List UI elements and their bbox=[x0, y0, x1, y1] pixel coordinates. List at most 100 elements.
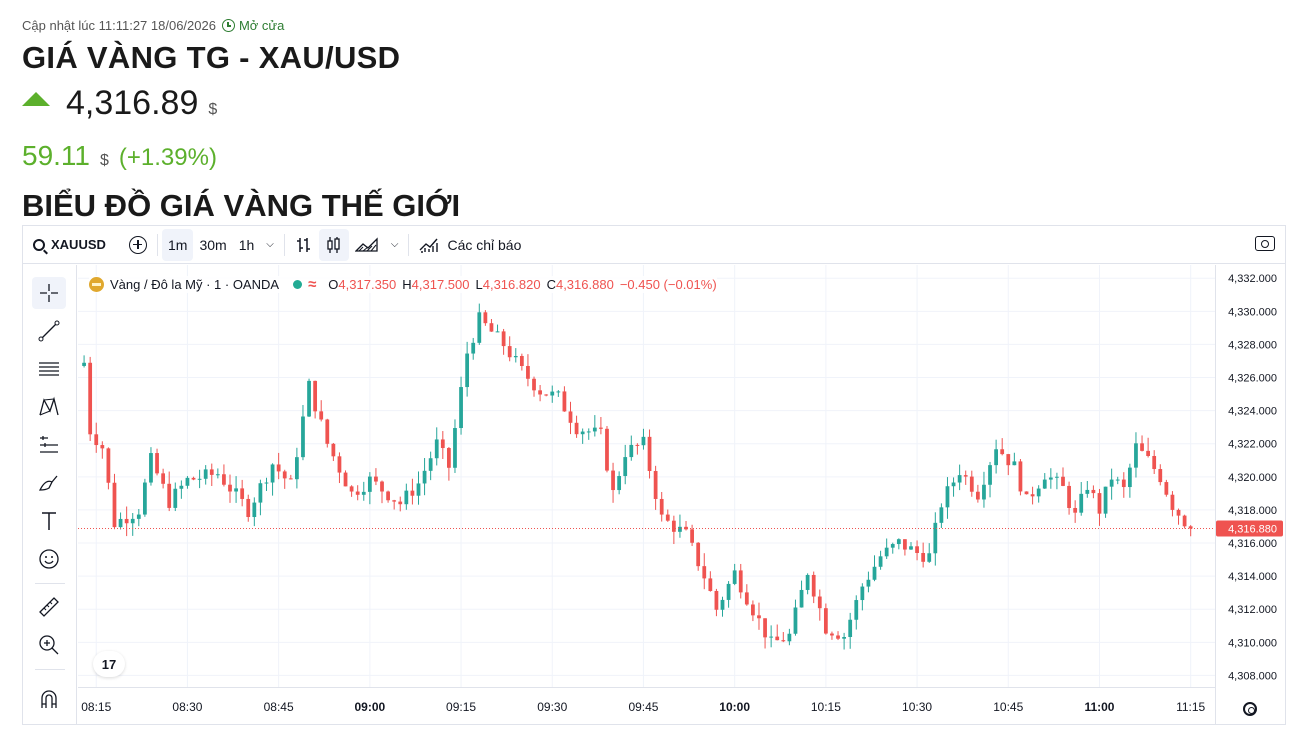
indicators-button[interactable]: Các chỉ báo bbox=[413, 229, 527, 261]
candle-body bbox=[793, 607, 798, 634]
candle-body bbox=[288, 478, 293, 480]
price-tick-label: 4,322.000 bbox=[1228, 439, 1277, 451]
candle-body bbox=[617, 476, 622, 491]
candle-body bbox=[823, 608, 828, 634]
chart-type-dropdown-button[interactable]: ⌵ bbox=[385, 229, 405, 261]
candle-body bbox=[276, 464, 281, 472]
price-tick-label: 4,316.000 bbox=[1228, 538, 1277, 550]
change-percent: (+1.39%) bbox=[118, 144, 217, 171]
crosshair-tool[interactable] bbox=[32, 277, 66, 309]
area-style-button[interactable] bbox=[349, 229, 385, 261]
candle-body bbox=[440, 439, 445, 449]
zoom-in-tool[interactable] bbox=[32, 629, 66, 661]
candle-body bbox=[234, 488, 238, 492]
current-price-tag bbox=[1216, 520, 1283, 537]
candle-body bbox=[611, 470, 615, 491]
tradingview-logo[interactable]: 17 bbox=[93, 651, 125, 677]
time-tick-label: 11:00 bbox=[1084, 700, 1114, 714]
candle-body bbox=[386, 491, 390, 501]
trend-line-icon bbox=[38, 320, 60, 342]
candle-body bbox=[1109, 479, 1114, 487]
candle-body bbox=[605, 428, 609, 471]
candle-body bbox=[544, 394, 549, 396]
chart-toolbar: XAUUSD 1m 30m 1h ⌵ ⌵ Các chỉ báo bbox=[23, 226, 1285, 264]
interval-30m-button[interactable]: 30m bbox=[193, 229, 232, 261]
bars-style-button[interactable] bbox=[289, 229, 319, 261]
candle-body bbox=[82, 362, 86, 366]
candle-body bbox=[848, 619, 853, 638]
candle-body bbox=[884, 547, 889, 557]
candle-body bbox=[860, 586, 865, 601]
interval-1m-button[interactable]: 1m bbox=[162, 228, 194, 261]
candle-body bbox=[744, 592, 749, 605]
candle-body bbox=[124, 518, 129, 524]
interval-1h-button[interactable]: 1h bbox=[233, 229, 261, 261]
candle-body bbox=[854, 600, 859, 620]
measure-lines-tool[interactable] bbox=[32, 429, 66, 461]
ohlc-values: O4,317.350 H4,317.500 L4,316.820 C4,316.… bbox=[328, 277, 716, 292]
candle-body bbox=[671, 520, 676, 532]
candle-body bbox=[453, 428, 457, 468]
candle-body bbox=[142, 482, 147, 515]
candle-body bbox=[1146, 450, 1151, 456]
high-value: 4,317.500 bbox=[411, 277, 470, 292]
interval-dropdown-button[interactable]: ⌵ bbox=[260, 229, 280, 261]
candle-body bbox=[313, 380, 318, 412]
indicators-label: Các chỉ báo bbox=[447, 236, 522, 253]
magnet-tool[interactable] bbox=[32, 683, 66, 715]
candle-body bbox=[903, 539, 907, 550]
candle-body bbox=[185, 477, 190, 486]
candle-body bbox=[398, 501, 403, 505]
fib-tool[interactable] bbox=[32, 353, 66, 385]
candle-body bbox=[355, 491, 360, 495]
gear-icon[interactable] bbox=[1243, 702, 1257, 716]
bars-icon bbox=[296, 237, 310, 252]
change-row: 59.11 $ (+1.39%) bbox=[22, 140, 217, 172]
candle-body bbox=[519, 356, 524, 366]
pattern-tool[interactable] bbox=[32, 391, 66, 423]
candle-body bbox=[361, 491, 366, 495]
time-tick-label: 08:45 bbox=[264, 700, 294, 714]
ruler-icon bbox=[39, 597, 59, 617]
interval-1m-label: 1m bbox=[168, 236, 188, 253]
candle-body bbox=[550, 391, 555, 396]
candle-body bbox=[988, 465, 992, 485]
candles-style-button[interactable] bbox=[318, 228, 349, 261]
candle-body bbox=[1055, 476, 1059, 478]
candle-body bbox=[532, 378, 536, 391]
brush-tool[interactable] bbox=[32, 467, 66, 499]
section-title: BIỂU ĐỒ GIÁ VÀNG THẾ GIỚI bbox=[22, 188, 461, 223]
change-currency: $ bbox=[100, 152, 109, 169]
candle-body bbox=[215, 474, 220, 476]
candle-body bbox=[659, 498, 664, 515]
compare-button[interactable] bbox=[123, 229, 153, 261]
candle-body bbox=[94, 434, 99, 446]
candle-body bbox=[489, 323, 494, 332]
close-value: 4,316.880 bbox=[555, 277, 614, 292]
magnet-icon bbox=[41, 690, 57, 708]
price-tick-label: 4,312.000 bbox=[1228, 604, 1277, 616]
candle-body bbox=[684, 526, 688, 530]
candle-body bbox=[830, 633, 834, 636]
time-tick-label: 09:00 bbox=[354, 700, 385, 714]
candlestick-chart[interactable]: 4,332.000 4,330.000 4,328.000 4,326.000 4,32… bbox=[78, 265, 1285, 724]
candle-body bbox=[1140, 443, 1144, 451]
emoji-tool[interactable] bbox=[32, 543, 66, 575]
candle-body bbox=[501, 331, 506, 347]
candle-body bbox=[1018, 461, 1023, 492]
candle-body bbox=[1152, 455, 1157, 470]
candle-body bbox=[203, 469, 208, 479]
chart-widget: XAUUSD 1m 30m 1h ⌵ ⌵ Các chỉ báo bbox=[22, 225, 1286, 725]
price-tick-label: 4,310.000 bbox=[1228, 637, 1277, 649]
camera-icon[interactable] bbox=[1255, 236, 1275, 251]
candle-body bbox=[1085, 489, 1090, 494]
candle-body bbox=[222, 474, 226, 485]
candle-body bbox=[915, 546, 919, 553]
candle-body bbox=[526, 365, 530, 379]
ruler-tool[interactable] bbox=[32, 591, 66, 623]
low-value: 4,316.820 bbox=[482, 277, 541, 292]
trend-line-tool[interactable] bbox=[32, 315, 66, 347]
candle-body bbox=[592, 427, 597, 432]
symbol-search-button[interactable]: XAUUSD bbox=[23, 229, 123, 261]
text-tool[interactable] bbox=[32, 505, 66, 537]
